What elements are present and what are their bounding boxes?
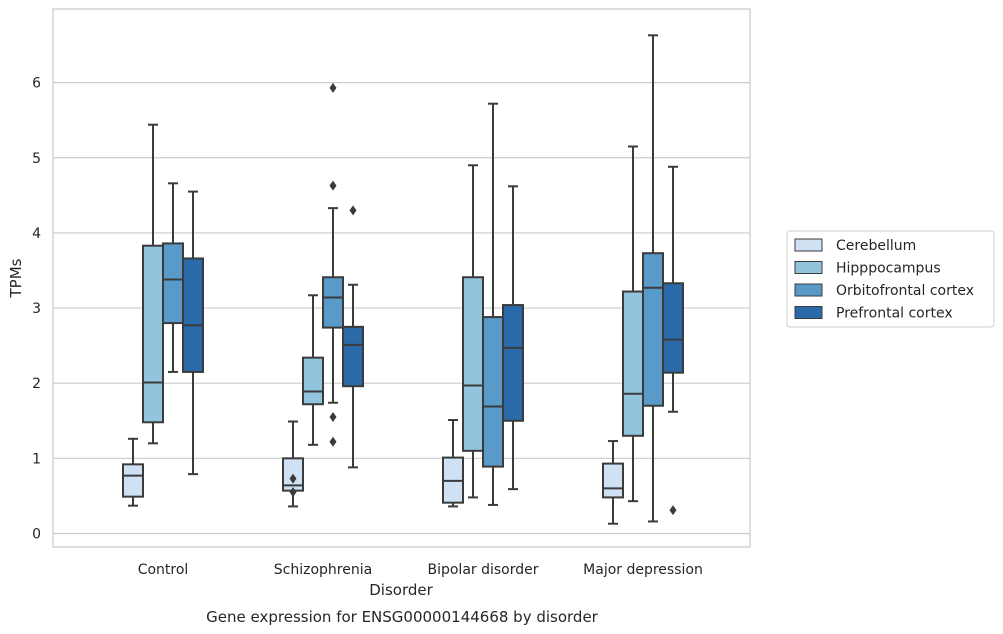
box-3-2 (642, 34, 664, 523)
box-iqr (602, 462, 624, 499)
x-tick-labels: Control Schizophrenia Bipolar disorder Majo… (138, 562, 703, 578)
legend: Cerebellum Hipppocampus Orbitofrontal cort… (786, 230, 995, 328)
outlier-point (329, 412, 337, 423)
y-axis-label: TPMs (7, 258, 25, 298)
y-tick-label: 1 (32, 451, 41, 467)
legend-swatch (794, 283, 823, 297)
legend-label: Orbitofrontal cortex (836, 283, 974, 299)
y-tick-label: 6 (32, 76, 41, 92)
outlier-point (349, 205, 357, 216)
box-iqr (122, 463, 144, 498)
box-2-1 (462, 164, 484, 499)
legend-label: Prefrontal cortex (836, 306, 953, 322)
box-iqr (302, 356, 324, 406)
x-axis-label: Disorder (369, 581, 433, 599)
box-1-1 (302, 294, 324, 446)
y-tick-label: 0 (32, 526, 41, 542)
x-tick-label: Bipolar disorder (427, 562, 538, 578)
y-tick-label: 4 (32, 226, 41, 242)
y-tick-labels: 0 1 2 3 4 5 6 (32, 76, 41, 543)
box-2-0 (442, 419, 464, 508)
box-iqr (342, 325, 364, 388)
box-iqr (322, 276, 344, 329)
legend-swatch (794, 261, 823, 274)
box-0-3 (182, 190, 204, 476)
legend-frame (786, 230, 995, 328)
box-3-0 (602, 440, 624, 525)
box-iqr (662, 282, 684, 374)
y-tick-label: 5 (32, 151, 41, 167)
legend-label: Cerebellum (836, 238, 916, 254)
outlier-point (329, 82, 337, 93)
legend-swatch (794, 238, 823, 252)
box-iqr (622, 290, 644, 437)
box-0-0 (122, 437, 144, 507)
outlier-point (289, 487, 297, 498)
y-tick-label: 2 (32, 376, 41, 392)
box-2-2 (482, 102, 504, 506)
box-2-3 (502, 185, 524, 491)
x-tick-label: Control (138, 562, 189, 578)
box-3-3 (662, 165, 684, 516)
box-1-2 (322, 82, 344, 447)
outlier-point (329, 180, 337, 191)
box-1-3 (342, 205, 364, 469)
box-plot-boxes (122, 34, 684, 525)
box-iqr (502, 304, 524, 422)
x-tick-label: Major depression (583, 562, 703, 578)
box-iqr (462, 276, 484, 452)
box-iqr (162, 242, 184, 325)
box-iqr (182, 257, 204, 373)
outlier-point (329, 436, 337, 447)
outlier-point (289, 473, 297, 484)
legend-label: Hipppocampus (836, 261, 941, 277)
x-tick-label: Schizophrenia (274, 562, 372, 578)
chart-caption: Gene expression for ENSG00000144668 by d… (206, 608, 599, 626)
box-iqr (482, 316, 504, 468)
plot-frame (52, 8, 751, 548)
y-tick-label: 3 (32, 301, 41, 317)
outlier-point (669, 505, 677, 516)
box-3-1 (622, 145, 644, 503)
box-0-1 (142, 123, 164, 445)
box-0-2 (162, 182, 184, 373)
box-iqr (642, 252, 664, 407)
box-iqr (142, 244, 164, 424)
box-1-0 (282, 420, 304, 508)
legend-swatch (794, 306, 823, 319)
